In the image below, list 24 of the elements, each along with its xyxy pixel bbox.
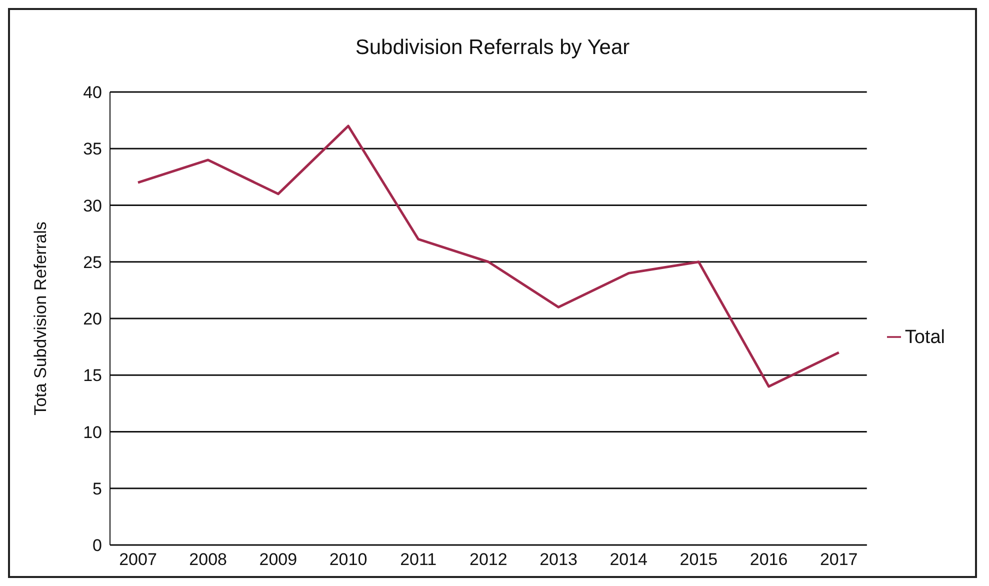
x-tick-label: 2010 (329, 550, 368, 570)
y-tick-label: 5 (92, 479, 102, 498)
y-tick-label: 35 (83, 140, 102, 159)
y-tick-label: 40 (83, 83, 102, 102)
y-tick-label: 25 (83, 252, 102, 272)
x-tick-label: 2016 (750, 550, 788, 570)
x-tick-label: 2015 (680, 550, 718, 570)
y-tick-label: 10 (83, 422, 102, 442)
legend-label: Total (904, 326, 945, 348)
y-tick-label: 30 (83, 196, 102, 216)
x-tick-label: 2014 (610, 550, 648, 570)
x-tick-label: 2012 (470, 550, 508, 570)
y-axis-title: Tota Subdvision Referrals (31, 222, 50, 416)
line-series (136, 124, 840, 388)
x-tick-label: 2008 (189, 550, 227, 570)
y-tick-label: 20 (83, 310, 102, 329)
y-tick-label: 15 (83, 366, 102, 386)
x-tick-label: 2011 (400, 550, 437, 570)
x-tick-label: 2017 (820, 550, 858, 570)
chart-title: Subdivision Referrals by Year (354, 35, 631, 61)
x-tick-label: 2013 (540, 550, 578, 570)
y-tick-label: 0 (92, 536, 102, 556)
x-tick-label: 2007 (119, 550, 157, 570)
x-tick-label: 2009 (259, 550, 298, 570)
